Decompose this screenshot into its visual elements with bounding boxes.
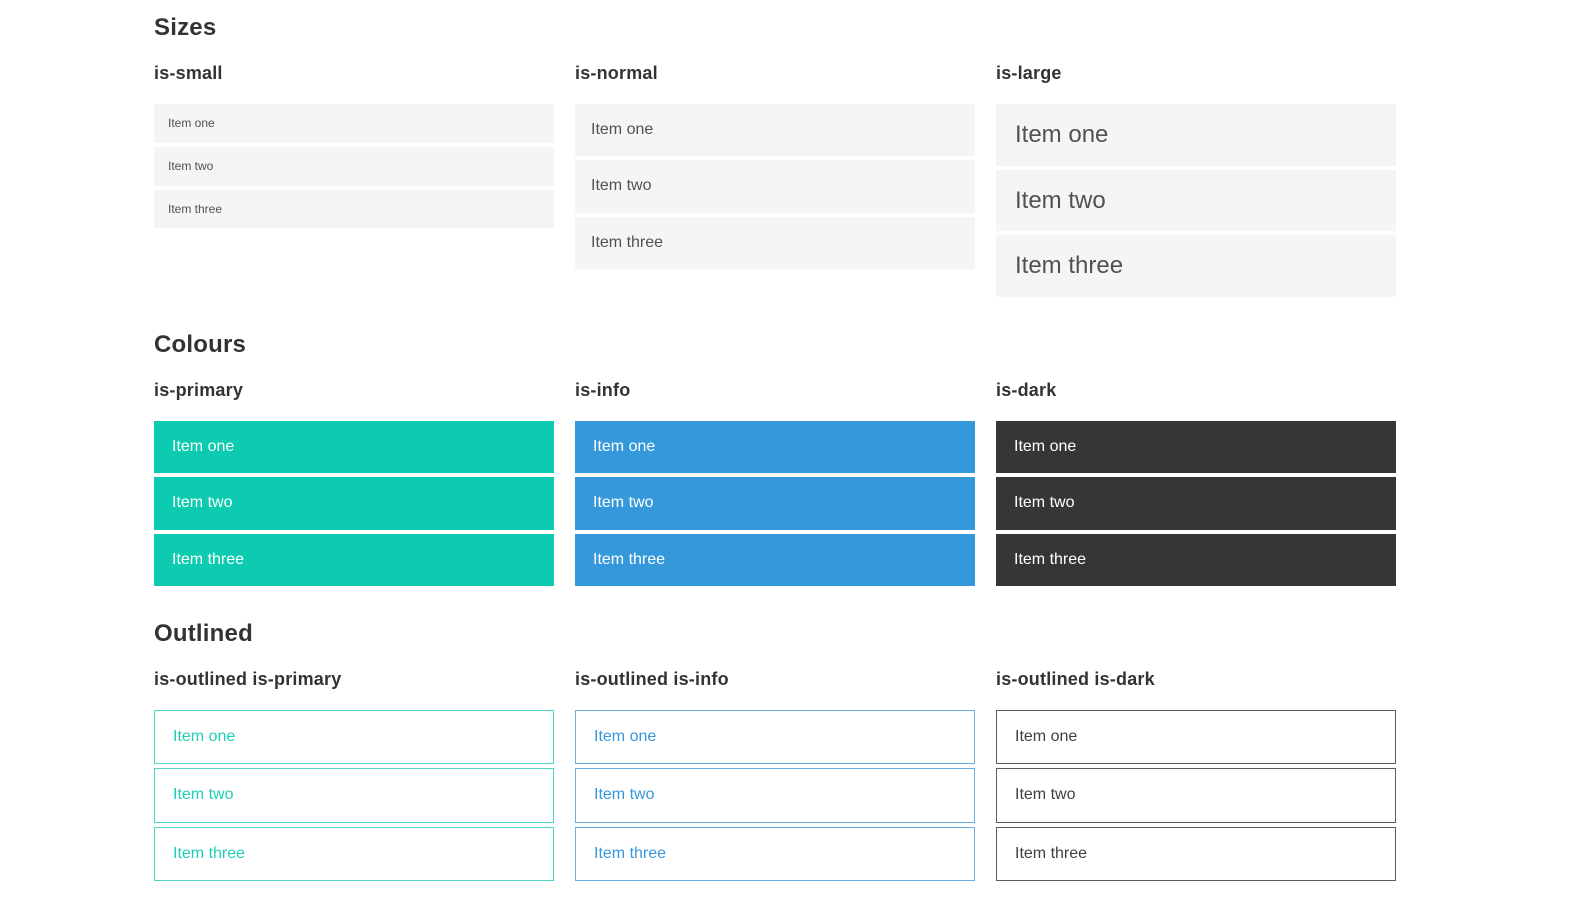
group-is-primary: is-primary Item one Item two Item three <box>154 379 554 586</box>
list-item: Item one <box>996 420 1396 474</box>
list-item: Item three <box>996 533 1396 586</box>
outlined-row: is-outlined is-primary Item one Item two… <box>154 668 1396 882</box>
list-is-outlined-is-primary: Item one Item two Item three <box>154 709 554 882</box>
group-label-is-info: is-info <box>575 379 631 400</box>
list-is-large: Item one Item two Item three <box>996 104 1396 297</box>
list-is-outlined-is-dark: Item one Item two Item three <box>996 709 1396 882</box>
list-is-normal: Item one Item two Item three <box>575 104 975 270</box>
group-is-outlined-is-info: is-outlined is-info Item one Item two It… <box>575 668 975 882</box>
list-is-info: Item one Item two Item three <box>575 420 975 586</box>
group-is-outlined-is-dark: is-outlined is-dark Item one Item two It… <box>996 668 1396 882</box>
list-item: Item two <box>154 146 554 186</box>
group-is-info: is-info Item one Item two Item three <box>575 379 975 586</box>
list-item: Item one <box>575 420 975 474</box>
group-is-normal: is-normal Item one Item two Item three <box>575 62 975 270</box>
list-item: Item three <box>575 826 975 882</box>
list-item: Item two <box>154 477 554 530</box>
group-label-is-outlined-is-primary: is-outlined is-primary <box>154 668 342 689</box>
list-item: Item three <box>154 189 554 229</box>
list-item: Item one <box>154 104 554 143</box>
list-item: Item one <box>154 420 554 474</box>
section-sizes: Sizes is-small Item one Item two Item th… <box>154 13 1396 297</box>
group-is-small: is-small Item one Item two Item three <box>154 62 554 229</box>
group-is-large: is-large Item one Item two Item three <box>996 62 1396 297</box>
section-title-outlined: Outlined <box>154 619 253 647</box>
group-label-is-primary: is-primary <box>154 379 244 400</box>
group-label-is-dark: is-dark <box>996 379 1057 400</box>
list-item: Item three <box>575 533 975 586</box>
list-item: Item one <box>575 104 975 157</box>
list-is-outlined-is-info: Item one Item two Item three <box>575 709 975 882</box>
list-item: Item two <box>575 768 975 823</box>
list-item: Item one <box>996 104 1396 166</box>
group-is-dark: is-dark Item one Item two Item three <box>996 379 1396 586</box>
list-item: Item two <box>996 768 1396 823</box>
list-is-primary: Item one Item two Item three <box>154 420 554 586</box>
section-title-sizes: Sizes <box>154 14 217 41</box>
list-item: Item two <box>154 768 554 823</box>
group-label-is-outlined-is-dark: is-outlined is-dark <box>996 668 1155 689</box>
list-item: Item two <box>996 477 1396 530</box>
list-item: Item two <box>575 160 975 213</box>
list-item: Item two <box>575 477 975 530</box>
list-item: Item one <box>575 709 975 765</box>
list-item: Item three <box>575 216 975 270</box>
group-label-is-large: is-large <box>996 63 1062 83</box>
section-colours: Colours is-primary Item one Item two Ite… <box>154 330 1396 586</box>
group-is-outlined-is-primary: is-outlined is-primary Item one Item two… <box>154 668 554 882</box>
sizes-row: is-small Item one Item two Item three is… <box>154 62 1396 297</box>
section-title-colours: Colours <box>154 330 247 358</box>
list-item: Item one <box>996 709 1396 765</box>
section-outlined: Outlined is-outlined is-primary Item one… <box>154 619 1396 882</box>
list-item: Item three <box>996 826 1396 882</box>
list-is-dark: Item one Item two Item three <box>996 420 1396 586</box>
group-label-is-small: is-small <box>154 63 223 83</box>
list-item: Item one <box>154 709 554 765</box>
list-item: Item three <box>154 533 554 586</box>
colours-row: is-primary Item one Item two Item three … <box>154 379 1396 586</box>
list-is-small: Item one Item two Item three <box>154 104 554 229</box>
list-item: Item three <box>154 826 554 882</box>
list-item: Item two <box>996 169 1396 232</box>
group-label-is-outlined-is-info: is-outlined is-info <box>575 668 729 689</box>
group-label-is-normal: is-normal <box>575 63 658 83</box>
list-item: Item three <box>996 235 1396 297</box>
